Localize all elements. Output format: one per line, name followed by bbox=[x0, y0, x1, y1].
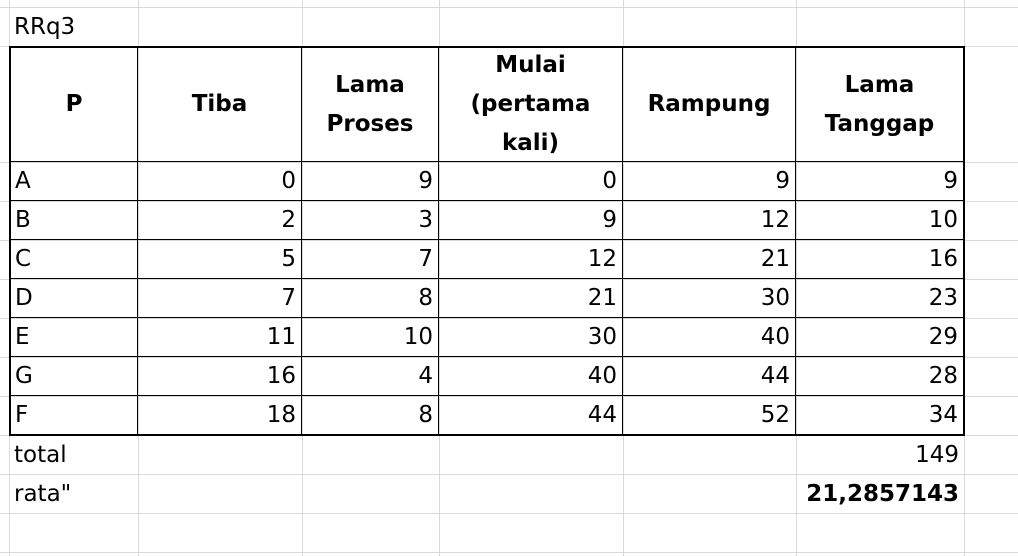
cell-tiba[interactable]: 5 bbox=[281, 245, 296, 272]
cell-mulai[interactable]: 44 bbox=[587, 401, 617, 428]
gridline bbox=[0, 318, 1018, 319]
gridline bbox=[0, 7, 1018, 8]
cell-lama-proses[interactable]: 10 bbox=[403, 323, 433, 350]
gridline bbox=[0, 162, 1018, 163]
gridline bbox=[0, 240, 1018, 241]
table-border bbox=[9, 278, 965, 279]
cell-tiba[interactable]: 7 bbox=[281, 284, 296, 311]
cell-tiba[interactable]: 18 bbox=[266, 401, 296, 428]
table-border bbox=[795, 46, 796, 436]
cell-p[interactable]: G bbox=[15, 362, 33, 389]
table-border bbox=[9, 395, 965, 396]
table-border bbox=[622, 46, 623, 436]
header-lama-proses[interactable]: Lama Proses bbox=[326, 71, 414, 137]
cell-mulai[interactable]: 40 bbox=[587, 362, 617, 389]
cell-lama-proses[interactable]: 4 bbox=[418, 362, 433, 389]
average-label[interactable]: rata" bbox=[14, 480, 72, 507]
table-border bbox=[9, 434, 965, 436]
gridline bbox=[0, 279, 1018, 280]
header-mulai[interactable]: Mulai (pertama kali) bbox=[470, 52, 591, 156]
cell-p[interactable]: D bbox=[15, 284, 33, 311]
cell-mulai[interactable]: 9 bbox=[602, 206, 617, 233]
cell-tiba[interactable]: 16 bbox=[266, 362, 296, 389]
cell-lama-tanggap[interactable]: 16 bbox=[928, 245, 958, 272]
header-tiba[interactable]: Tiba bbox=[191, 91, 248, 117]
table-border bbox=[9, 46, 11, 436]
cell-lama-tanggap[interactable]: 34 bbox=[928, 401, 958, 428]
cell-lama-proses[interactable]: 9 bbox=[418, 167, 433, 194]
average-value[interactable]: 21,2857143 bbox=[806, 480, 959, 507]
table-border bbox=[9, 200, 965, 201]
table-border bbox=[9, 161, 965, 162]
cell-lama-proses[interactable]: 8 bbox=[418, 401, 433, 428]
cell-lama-tanggap[interactable]: 10 bbox=[928, 206, 958, 233]
gridline bbox=[0, 474, 1018, 475]
table-border bbox=[301, 46, 302, 436]
sheet-title[interactable]: RRq3 bbox=[14, 13, 76, 40]
cell-rampung[interactable]: 52 bbox=[760, 401, 790, 428]
cell-tiba[interactable]: 0 bbox=[281, 167, 296, 194]
cell-p[interactable]: B bbox=[15, 206, 31, 233]
cell-lama-tanggap[interactable]: 23 bbox=[928, 284, 958, 311]
gridline bbox=[0, 396, 1018, 397]
gridline bbox=[0, 201, 1018, 202]
cell-mulai[interactable]: 30 bbox=[587, 323, 617, 350]
cell-tiba[interactable]: 11 bbox=[266, 323, 296, 350]
cell-lama-proses[interactable]: 3 bbox=[418, 206, 433, 233]
cell-rampung[interactable]: 44 bbox=[760, 362, 790, 389]
cell-mulai[interactable]: 12 bbox=[587, 245, 617, 272]
table-border bbox=[9, 239, 965, 240]
gridline bbox=[0, 357, 1018, 358]
table-border bbox=[963, 46, 965, 436]
cell-p[interactable]: E bbox=[15, 323, 30, 350]
cell-rampung[interactable]: 12 bbox=[760, 206, 790, 233]
table-border bbox=[438, 46, 439, 436]
cell-rampung[interactable]: 40 bbox=[760, 323, 790, 350]
cell-tiba[interactable]: 2 bbox=[281, 206, 296, 233]
cell-p[interactable]: C bbox=[15, 245, 32, 272]
cell-p[interactable]: F bbox=[15, 401, 29, 428]
table-border bbox=[9, 317, 965, 318]
cell-rampung[interactable]: 9 bbox=[775, 167, 790, 194]
cell-lama-tanggap[interactable]: 29 bbox=[928, 323, 958, 350]
header-p[interactable]: P bbox=[65, 91, 83, 117]
gridline bbox=[0, 513, 1018, 514]
cell-lama-tanggap[interactable]: 9 bbox=[943, 167, 958, 194]
cell-mulai[interactable]: 0 bbox=[602, 167, 617, 194]
cell-p[interactable]: A bbox=[15, 167, 31, 194]
header-rampung[interactable]: Rampung bbox=[647, 91, 771, 117]
table-border bbox=[9, 356, 965, 357]
header-lama-tanggap[interactable]: Lama Tanggap bbox=[824, 71, 935, 137]
gridline bbox=[0, 552, 1018, 553]
total-value[interactable]: 149 bbox=[915, 441, 959, 468]
cell-mulai[interactable]: 21 bbox=[587, 284, 617, 311]
table-border bbox=[137, 46, 138, 436]
cell-rampung[interactable]: 30 bbox=[760, 284, 790, 311]
table-border bbox=[9, 46, 965, 48]
cell-lama-proses[interactable]: 8 bbox=[418, 284, 433, 311]
cell-lama-proses[interactable]: 7 bbox=[418, 245, 433, 272]
cell-rampung[interactable]: 21 bbox=[760, 245, 790, 272]
total-label[interactable]: total bbox=[14, 441, 67, 468]
cell-lama-tanggap[interactable]: 28 bbox=[928, 362, 958, 389]
